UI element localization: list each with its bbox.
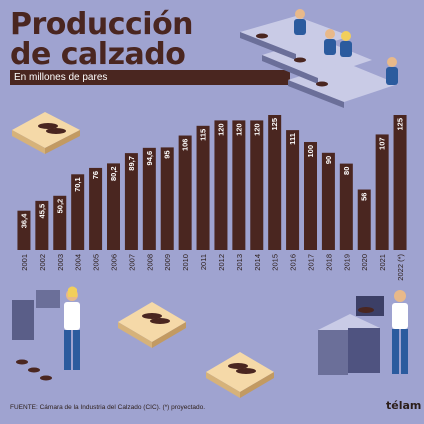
chart-subtitle: En millones de pares [14,72,108,83]
value-label: 95 [163,150,172,158]
bar-2021 [375,134,389,250]
shoe-box-illustration-bottom [206,352,274,398]
machine-worker-illustration [318,290,408,375]
category-label: 2012 [217,254,226,271]
bar-2004 [71,174,85,250]
category-label: 2016 [289,254,298,271]
bar-2022 [393,115,407,250]
bar-2010 [178,135,192,250]
value-label: 125 [396,118,405,131]
value-label: 76 [91,171,100,179]
category-label: 2007 [127,254,136,271]
category-label: 2010 [181,254,190,271]
value-label: 125 [270,118,279,131]
value-label: 120 [234,123,243,136]
category-label: 2019 [342,254,351,271]
chart-title: Producción de calzado [10,7,194,72]
telam-logo: télam [386,399,422,412]
value-label: 89,7 [127,156,136,171]
category-labels-group: 2001 2002 2003 2004 2005 2006 2007 2008 2009 2010… [20,254,405,281]
bar-2011 [196,125,210,250]
category-label: 2006 [110,254,119,271]
category-label: 2020 [360,254,369,271]
source-note: FUENTE: Cámara de la Industria del Calza… [10,404,206,411]
category-label: 2009 [163,254,172,271]
category-label: 2015 [271,254,280,271]
value-label: 90 [324,156,333,164]
bar-2007 [124,153,138,250]
bar-2002 [35,200,49,250]
category-label: 2014 [253,254,262,271]
bar-2019 [339,163,353,250]
category-label: 2002 [38,254,47,271]
category-label: 2003 [56,254,65,271]
bar-2015 [268,115,282,250]
category-label: 2022 (*) [396,254,405,281]
value-label: 107 [378,137,387,150]
bar-2012 [214,120,228,251]
bar-2014 [250,120,264,251]
value-label: 56 [360,193,369,201]
category-label: 2013 [235,254,244,271]
value-label: 80 [342,167,351,175]
bar-2009 [160,147,174,250]
title-line-2: de calzado [10,37,186,72]
bar-2003 [53,195,67,250]
value-label: 120 [252,123,261,136]
category-label: 2017 [307,254,316,271]
category-label: 2008 [145,254,154,271]
worker-left-illustration [12,286,80,381]
shoe-box-illustration-middle [118,302,186,348]
category-label: 2021 [378,254,387,271]
bar-2020 [357,189,371,250]
value-label: 111 [288,133,297,145]
bar-2018 [321,152,335,250]
bar-2006 [107,163,120,250]
bar-2001 [17,210,31,250]
bar-2008 [142,147,156,250]
value-label: 94,6 [145,151,154,166]
bar-2013 [232,120,246,251]
value-labels-group: 36,4 45,5 50,2 70,1 76 80,2 89,7 94,6 95 106 115 12… [19,118,404,228]
category-label: 2005 [92,254,101,271]
value-label: 70,1 [73,177,82,192]
bar-2016 [286,130,300,250]
factory-workers-illustration [240,9,398,108]
category-label: 2018 [324,254,333,271]
value-label: 115 [199,129,208,141]
value-label: 106 [181,139,190,152]
value-label: 120 [216,123,225,136]
shoe-box-illustration-top [12,112,80,154]
title-line-1: Producción [10,7,194,42]
category-label: 2011 [199,254,208,270]
value-label: 80,2 [109,166,118,181]
value-label: 36,4 [19,213,28,228]
value-label: 45,5 [37,204,46,219]
bars-group [17,115,407,251]
bar-2005 [89,167,103,250]
value-label: 100 [306,145,315,158]
category-label: 2004 [74,254,83,271]
category-label: 2001 [20,254,29,271]
value-label: 50,2 [55,199,64,214]
subtitle-band [10,70,290,85]
bar-2017 [304,142,317,250]
